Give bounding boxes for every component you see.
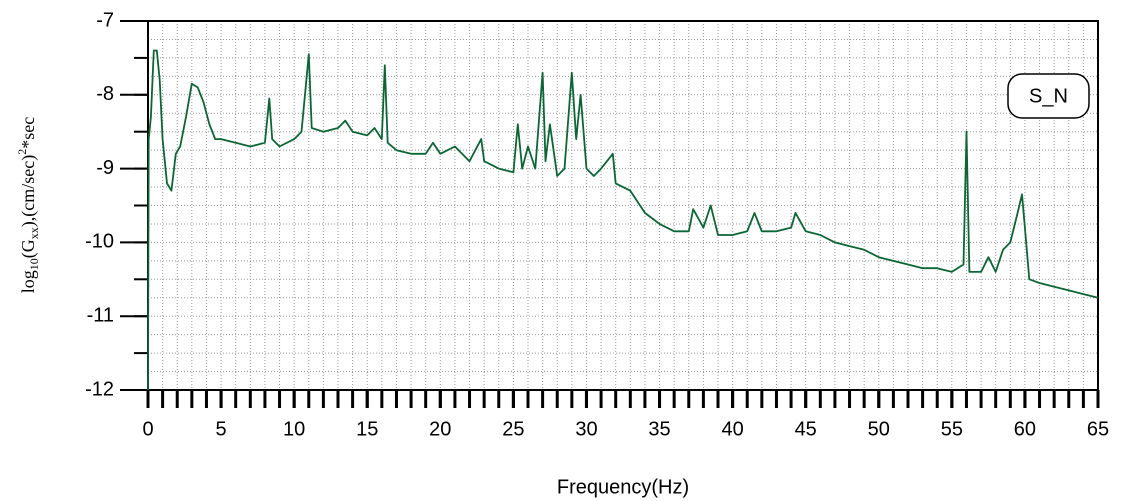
y-tick-label: -7 [96, 9, 114, 31]
x-axis-label: Frequency(Hz) [557, 476, 689, 498]
x-tick-label: 40 [721, 418, 743, 440]
x-tick-label: 55 [941, 418, 963, 440]
x-tick-label: 5 [216, 418, 227, 440]
x-tick-label: 35 [648, 418, 670, 440]
x-tick-label: 10 [283, 418, 305, 440]
y-tick-label: -8 [96, 83, 114, 105]
x-tick-label: 65 [1087, 418, 1109, 440]
data-line [147, 49, 1099, 391]
x-tick-label: 45 [795, 418, 817, 440]
x-tick-label: 15 [356, 418, 378, 440]
y-tick-label: -10 [85, 231, 114, 253]
y-tick-label: -9 [96, 157, 114, 179]
x-tick-label: 20 [429, 418, 451, 440]
x-tick-label: 60 [1014, 418, 1036, 440]
legend-label: S_N [1029, 85, 1068, 107]
x-tick-label: 30 [575, 418, 597, 440]
y-axis-label: log10(Gxx),(cm/sec)2*sec [15, 117, 41, 293]
y-tick-label: -12 [85, 378, 114, 400]
y-tick-label: -11 [87, 304, 114, 326]
legend-box [1007, 73, 1090, 119]
x-tick-label: 25 [502, 418, 524, 440]
x-tick-label: 0 [142, 418, 153, 440]
x-tick-label: 50 [868, 418, 890, 440]
